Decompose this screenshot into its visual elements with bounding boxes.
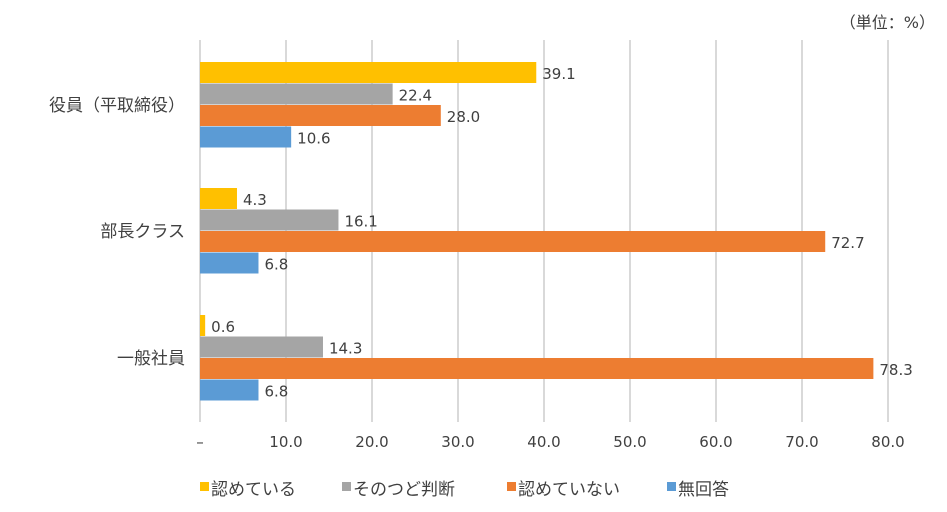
bar <box>200 358 874 379</box>
x-tick-label: 20.0 <box>355 433 388 451</box>
bar <box>200 105 441 126</box>
x-tick-label: 10.0 <box>269 433 302 451</box>
x-tick-label: 80.0 <box>871 433 904 451</box>
legend-label: 無回答 <box>678 480 729 500</box>
bar <box>200 336 323 358</box>
data-label: 78.3 <box>879 361 912 379</box>
data-label: 6.8 <box>264 382 288 400</box>
bar <box>200 379 259 401</box>
legend-label: そのつど判断 <box>353 480 455 500</box>
category-label: 一般社員 <box>117 349 185 369</box>
legend-swatch <box>507 482 516 491</box>
bar <box>200 252 259 274</box>
data-label: 6.8 <box>264 255 288 273</box>
data-label: 4.3 <box>243 191 267 209</box>
x-tick-label: 60.0 <box>699 433 732 451</box>
data-label: 28.0 <box>447 108 480 126</box>
x-tick-label: 30.0 <box>441 433 474 451</box>
data-label: 39.1 <box>542 65 575 83</box>
data-label: 0.6 <box>211 318 235 336</box>
legend-label: 認めている <box>211 480 296 500</box>
legend-swatch <box>200 482 209 491</box>
bar <box>200 188 237 209</box>
legend-swatch <box>342 482 351 491</box>
category-label: 部長クラス <box>100 222 185 242</box>
x-tick-label: 50.0 <box>613 433 646 451</box>
data-label: 72.7 <box>831 234 864 252</box>
bar <box>200 126 292 148</box>
data-label: 14.3 <box>329 339 362 357</box>
bar <box>200 62 537 83</box>
x-tick-label: 40.0 <box>527 433 560 451</box>
x-tick-labels: – 10.0 20.0 30.0 40.0 50.0 60.0 70.0 80.0 <box>196 433 904 451</box>
data-label: 10.6 <box>297 129 330 147</box>
data-label: 22.4 <box>399 86 432 104</box>
x-tick-label: – <box>196 433 204 451</box>
unit-label: （単位：%） <box>840 13 935 32</box>
category-label: 役員（平取締役） <box>49 96 185 116</box>
bar <box>200 209 339 231</box>
bars <box>200 62 874 401</box>
legend-swatch <box>667 482 676 491</box>
legend: 認めている そのつど判断 認めていない 無回答 <box>200 480 729 500</box>
bar <box>200 315 206 336</box>
legend-label: 認めていない <box>518 480 620 500</box>
bar <box>200 83 393 105</box>
data-labels: 39.1 22.4 28.0 10.6 4.3 16.1 72.7 6.8 0.6 14.3 78.… <box>211 65 913 401</box>
x-tick-label: 70.0 <box>785 433 818 451</box>
bar <box>200 231 826 252</box>
data-label: 16.1 <box>344 212 377 230</box>
